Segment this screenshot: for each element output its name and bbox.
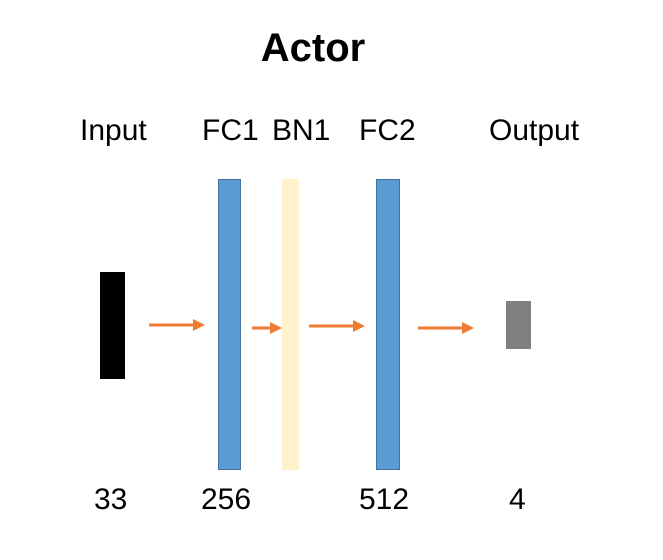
fc2-size: 512: [359, 483, 410, 516]
output-label: Output: [489, 114, 580, 147]
arrow-input-to-fc1: [149, 318, 205, 332]
diagram-title: Actor: [260, 26, 366, 70]
bn1-label: BN1: [272, 114, 331, 147]
input-layer-block: [100, 272, 125, 379]
output-layer-block: [506, 301, 531, 349]
arrow-fc2-to-output: [418, 321, 474, 335]
fc1-size: 256: [201, 483, 252, 516]
fc1-layer-block: [218, 179, 241, 470]
bn1-layer-block: [282, 179, 299, 470]
input-label: Input: [80, 114, 147, 147]
arrow-fc1-to-bn1: [252, 321, 282, 335]
fc2-layer-block: [376, 179, 400, 470]
input-size: 33: [94, 483, 128, 516]
fc1-label: FC1: [202, 114, 259, 147]
arrow-bn1-to-fc2: [309, 319, 365, 333]
output-size: 4: [509, 483, 526, 516]
fc2-label: FC2: [359, 114, 416, 147]
